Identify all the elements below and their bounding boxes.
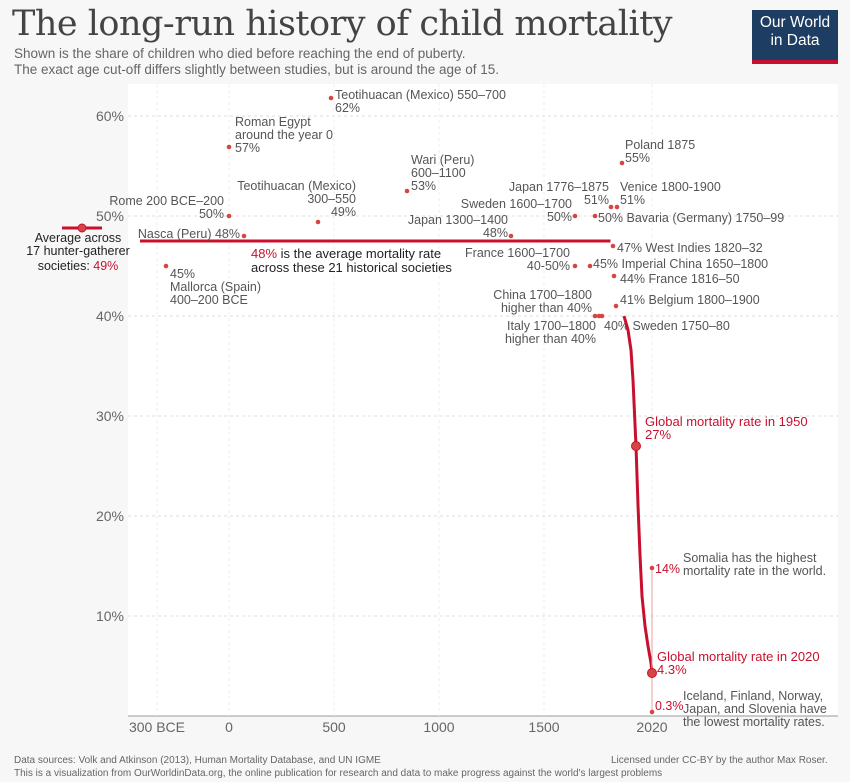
historical-point [572,263,578,269]
historical-point [592,313,598,319]
chart-subtitle-line1: Shown is the share of children who died … [14,46,466,61]
chart-subtitle-line2: The exact age cut-off differs slightly b… [14,62,500,77]
historical-point [572,213,578,219]
global-2020-label: Global mortality rate in 2020 4.3% [657,649,820,677]
global-1950-label: Global mortality rate in 1950 27% [645,414,808,442]
logo-line2: in Data [770,32,820,49]
historical-point-label: Japan 1776–1875 51% [509,180,609,207]
historical-point [610,243,616,249]
historical-point [508,233,514,239]
global-2020-point [647,668,657,678]
historical-point-label: 45% Imperial China 1650–1800 [593,257,768,271]
historical-point [328,95,334,101]
footer-sources: Data sources: Volk and Atkinson (2013), … [14,755,381,766]
historical-point [614,204,620,210]
historical-point-label: Teotihuacan (Mexico) 300–550 49% [237,179,356,219]
historical-point [163,263,169,269]
historical-point [315,219,321,225]
historical-point-label: Rome 200 BCE–200 50% [109,194,224,221]
y-tick-label: 60% [96,108,124,124]
historical-point [613,303,619,309]
y-tick-label: 10% [96,608,124,624]
historical-point [587,263,593,269]
range-high-note: Somalia has the highest mortality rate in… [683,551,826,578]
range-low-point [649,709,655,715]
historical-point-label: Poland 1875 55% [625,138,695,165]
historical-point-label: Japan 1300–1400 48% [408,213,508,240]
hunter-gatherer-label: Average across 17 hunter-gatherer [26,231,130,258]
historical-point [592,213,598,219]
y-tick-label: 50% [96,208,124,224]
historical-point-label: Sweden 1600–1700 50% [461,197,572,224]
historical-point [619,160,625,166]
historical-point-label: China 1700–1800 higher than 40% [493,288,592,315]
historical-point-label: 45% Mallorca (Spain) 400–200 BCE [170,267,261,307]
historical-point-label: Venice 1800-1900 51% [620,180,721,207]
owid-logo[interactable]: Our World in Data [752,10,838,64]
y-tick-label: 30% [96,408,124,424]
range-high-point [649,565,655,571]
historical-point [599,313,605,319]
plot-area [128,84,838,716]
x-tick-label: 2020 [636,719,667,735]
historical-point [404,188,410,194]
historical-point-label: 50% Bavaria (Germany) 1750–99 [598,211,784,225]
y-tick-label: 20% [96,508,124,524]
historical-point-label: Teotihuacan (Mexico) 550–700 62% [335,88,506,115]
historical-point-label: Italy 1700–1800 higher than 40% [505,319,596,346]
x-tick-label: 300 BCE [129,719,185,735]
logo-line1: Our World [759,14,831,31]
range-low-label: 0.3% [655,699,684,713]
hunter-gatherer-value-label: societies: 49% [38,259,119,273]
x-tick-label: 1500 [528,719,559,735]
footer-about: This is a visualization from OurWorldinD… [14,768,663,779]
historical-point [611,273,617,279]
y-tick-label: 40% [96,308,124,324]
historical-point-label: 40% Sweden 1750–80 [604,319,730,333]
historical-point-label: Roman Egypt around the year 0 57% [235,115,333,155]
global-series-line [622,315,654,674]
range-low-note: Iceland, Finland, Norway, Japan, and Slov… [683,689,827,729]
x-tick-label: 0 [225,719,233,735]
range-high-label: 14% [655,562,680,576]
footer-license: Licensed under CC-BY by the author Max R… [611,755,828,766]
x-tick-label: 500 [322,719,346,735]
historical-point-label: France 1600–1700 40-50% [465,246,570,273]
historical-point [226,213,232,219]
historical-point [608,204,614,210]
historical-point-label: 44% France 1816–50 [620,272,740,286]
global-1950-point [631,441,641,451]
historical-point-label: Wari (Peru) 600–1100 53% [411,153,474,193]
historical-point [226,144,232,150]
average-line-label: 48% is the average mortality rate across … [251,246,452,275]
chart-title: The long-run history of child mortality [12,4,673,44]
x-tick-label: 1000 [423,719,454,735]
historical-point-label: 41% Belgium 1800–1900 [620,293,760,307]
historical-point-label: Nasca (Peru) 48% [138,227,240,241]
hunter-gatherer-point [77,223,87,233]
historical-point-label: 47% West Indies 1820–32 [617,241,763,255]
historical-point [241,233,247,239]
